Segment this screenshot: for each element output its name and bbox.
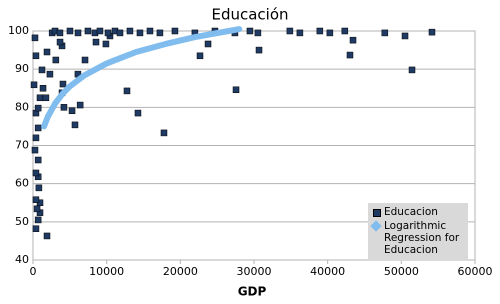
point (204, 40, 212, 48)
point (33, 205, 41, 213)
y-tick-label: 50 (15, 215, 29, 228)
x-axis-label: GDP (238, 285, 267, 299)
point (349, 36, 357, 44)
point (92, 38, 100, 46)
legend-symbol (370, 220, 384, 232)
y-tick-label: 60 (15, 177, 29, 190)
point (36, 94, 44, 102)
point (35, 184, 43, 192)
point (286, 27, 294, 35)
point (31, 34, 39, 42)
point (96, 27, 104, 35)
point (34, 216, 42, 224)
point (30, 81, 38, 89)
x-tick-label: 30000 (237, 265, 272, 278)
x-tick-label: 60000 (458, 265, 493, 278)
point (316, 27, 324, 35)
legend-entry: Logarithmic Regression for Educacion (370, 220, 466, 256)
point (60, 104, 68, 111)
point (123, 87, 131, 95)
point (84, 27, 92, 35)
y-tick-label: 80 (15, 100, 29, 113)
point (146, 27, 154, 35)
point (71, 121, 79, 129)
x-tick-label: 20000 (163, 265, 198, 278)
x-tick-label: 0 (30, 265, 37, 278)
y-tick-label: 90 (15, 62, 29, 75)
point (66, 27, 74, 35)
y-tick-label: 100 (8, 24, 29, 37)
point (52, 56, 60, 64)
point (43, 232, 51, 240)
x-tick-label: 40000 (310, 265, 345, 278)
point (381, 29, 389, 37)
point (116, 29, 124, 37)
point (68, 107, 76, 115)
point (39, 85, 47, 92)
point (156, 29, 164, 37)
point (346, 51, 354, 59)
point (56, 38, 64, 46)
point (408, 66, 416, 74)
legend: Educacion Logarithmic Regression for Educ… (368, 203, 468, 261)
chart-title: Educación (211, 6, 288, 24)
point (34, 104, 42, 112)
legend-symbol (370, 206, 384, 218)
point (255, 46, 263, 54)
point (134, 109, 142, 117)
point (81, 56, 89, 64)
point (32, 169, 40, 177)
point (232, 86, 240, 94)
point (196, 52, 204, 60)
point (32, 52, 40, 60)
point (46, 70, 54, 78)
point (341, 27, 349, 35)
point (42, 94, 50, 102)
point (43, 48, 51, 56)
point (126, 27, 134, 35)
point (74, 29, 82, 37)
point (34, 156, 42, 164)
point (102, 40, 110, 48)
point (136, 29, 144, 37)
point (171, 27, 179, 35)
point (59, 80, 67, 88)
y-tick-label: 70 (15, 139, 29, 152)
point (76, 101, 84, 109)
point (32, 196, 40, 203)
point (34, 124, 42, 132)
point (38, 66, 46, 74)
point (246, 27, 254, 35)
point (104, 29, 112, 37)
x-tick-label: 50000 (384, 265, 419, 278)
trend-line (41, 26, 243, 130)
x-tick-label: 10000 (89, 265, 124, 278)
point (56, 29, 64, 37)
point (401, 32, 409, 40)
point (296, 29, 304, 37)
point (428, 28, 436, 36)
point (160, 129, 168, 137)
legend-label: Logarithmic Regression for Educacion (384, 220, 460, 256)
point (254, 29, 262, 37)
point (326, 29, 334, 37)
point (31, 146, 39, 154)
legend-label: Educacion (384, 206, 438, 218)
y-tick-label: 40 (15, 253, 29, 266)
point (32, 225, 40, 232)
legend-entry: Educacion (370, 206, 466, 218)
point (32, 134, 40, 142)
